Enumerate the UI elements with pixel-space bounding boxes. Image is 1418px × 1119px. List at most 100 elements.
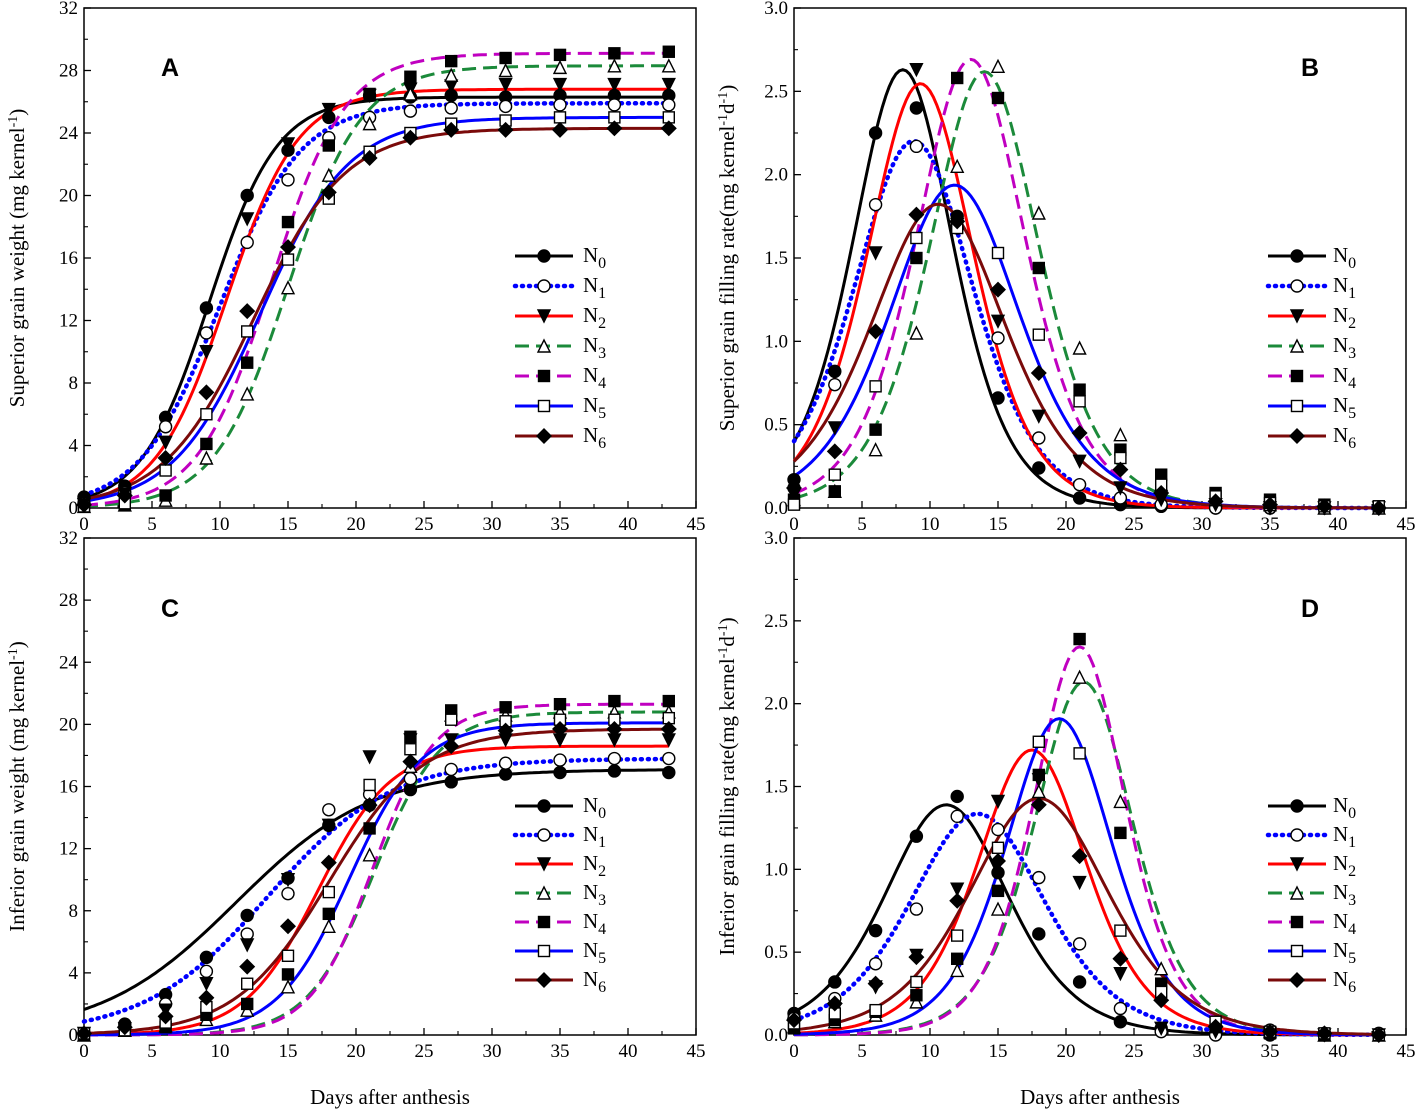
legend-marker-n6 — [536, 428, 552, 444]
marker-n0 — [1072, 491, 1087, 505]
x-tick-label: 35 — [1261, 514, 1280, 535]
marker-n4 — [322, 907, 335, 921]
legend-marker-n2 — [1289, 309, 1305, 324]
marker-n1 — [1113, 1001, 1128, 1016]
marker-n4 — [322, 139, 335, 152]
marker-n3 — [280, 280, 296, 295]
marker-n0 — [240, 908, 254, 923]
marker-n1 — [444, 101, 458, 115]
y-tick-label: 1.5 — [764, 248, 788, 269]
legend-label-n0: N0 — [583, 793, 606, 822]
panel-b-superior-filling-rate: 0.00.51.01.52.02.53.00 5 10 15 20 25 30 35 40 45S… — [715, 0, 1416, 535]
marker-n4 — [499, 701, 512, 714]
marker-n4 — [910, 251, 923, 265]
marker-n3 — [1113, 427, 1128, 442]
marker-n3 — [362, 116, 377, 131]
legend-label-subscript: 6 — [598, 979, 606, 996]
y-tick-label: 28 — [59, 61, 78, 82]
legend-marker-n6 — [536, 972, 552, 988]
marker-n5 — [240, 977, 254, 990]
legend-label-n3: N3 — [583, 333, 606, 362]
y-tick-label: 8 — [69, 901, 79, 922]
marker-n6 — [990, 281, 1006, 298]
y-tick-label: 20 — [59, 714, 78, 735]
x-tick-label: 25 — [415, 1041, 434, 1062]
marker-n0 — [991, 391, 1005, 405]
marker-n3 — [321, 167, 336, 182]
legend-label-n0: N0 — [1333, 243, 1356, 272]
marker-n1 — [991, 331, 1005, 345]
marker-n6 — [280, 918, 296, 935]
marker-n3 — [498, 62, 513, 78]
marker-n6 — [1071, 848, 1088, 865]
legend-label-subscript: 3 — [598, 892, 606, 909]
marker-n0 — [199, 301, 214, 315]
y-tick-label: 20 — [59, 186, 78, 207]
panel-letter: A — [161, 54, 179, 82]
legend-label-base: N — [1333, 793, 1348, 817]
marker-n1 — [868, 957, 883, 971]
y-tick-label: 16 — [59, 777, 78, 798]
x-tick-label: 25 — [1125, 1041, 1144, 1062]
marker-n2 — [1113, 481, 1128, 496]
marker-n3 — [444, 67, 459, 82]
x-tick-label: 45 — [1397, 1041, 1416, 1062]
x-tick-label: 5 — [857, 1041, 867, 1062]
marker-n5 — [910, 231, 923, 245]
marker-n3 — [661, 58, 676, 73]
y-tick-label: 16 — [59, 248, 78, 269]
marker-n1 — [403, 104, 418, 118]
marker-n0 — [950, 789, 964, 804]
marker-n4 — [404, 730, 417, 743]
marker-n1 — [607, 98, 622, 112]
marker-n4 — [200, 437, 213, 451]
marker-n6 — [1112, 950, 1129, 967]
marker-n2 — [868, 246, 883, 261]
marker-n6 — [361, 797, 378, 814]
legend-label-base: N — [583, 303, 598, 327]
legend-label-subscript: 0 — [1348, 805, 1356, 822]
legend-label-base: N — [1333, 273, 1348, 297]
legend-marker-n4 — [1290, 369, 1304, 383]
legend-label-subscript: 4 — [1348, 921, 1356, 938]
y-axis-title-part: -1 — [716, 647, 731, 659]
y-tick-label: 8 — [69, 373, 79, 394]
marker-n1 — [240, 235, 254, 250]
marker-n0 — [199, 950, 214, 965]
marker-n6 — [949, 213, 966, 230]
marker-n6 — [1207, 493, 1224, 510]
marker-n6 — [1370, 500, 1387, 516]
marker-n0 — [1032, 927, 1046, 941]
marker-n3 — [362, 847, 377, 862]
legend-label-base: N — [1333, 822, 1348, 846]
marker-n3 — [240, 1002, 255, 1017]
marker-n1 — [199, 964, 214, 979]
marker-n1 — [444, 762, 458, 777]
curve-n6 — [792, 202, 1379, 510]
y-tick-label: 0.5 — [764, 942, 788, 963]
y-tick-label: 0 — [69, 1025, 79, 1046]
legend-label-base: N — [583, 423, 598, 447]
marker-n6 — [908, 949, 925, 966]
marker-n1 — [662, 751, 676, 766]
marker-n1 — [498, 99, 513, 114]
legend-label-subscript: 5 — [1348, 405, 1356, 422]
marker-n1 — [281, 173, 295, 187]
marker-n6 — [826, 995, 843, 1012]
marker-n4 — [991, 91, 1005, 105]
legend-label-subscript: 0 — [598, 255, 606, 272]
marker-n6 — [660, 120, 677, 137]
legend-label-base: N — [1333, 363, 1348, 387]
marker-n2 — [362, 750, 377, 765]
marker-n1 — [868, 197, 883, 212]
panel-d-inferior-filling-rate: 0.00.51.01.52.02.53.00 5 10 15 20 25 30 35 40 45I… — [715, 528, 1416, 1062]
marker-n2 — [498, 77, 513, 93]
marker-n6 — [786, 1012, 802, 1029]
y-axis-title: Superior grain weight (mg kernel-1) — [5, 109, 29, 408]
legend-marker-n2 — [1289, 857, 1305, 872]
marker-n4 — [363, 87, 376, 101]
legend-label-n3: N3 — [583, 880, 606, 909]
marker-n0 — [444, 775, 458, 789]
y-axis-title-part: d — [715, 636, 739, 647]
marker-n6 — [660, 721, 677, 738]
